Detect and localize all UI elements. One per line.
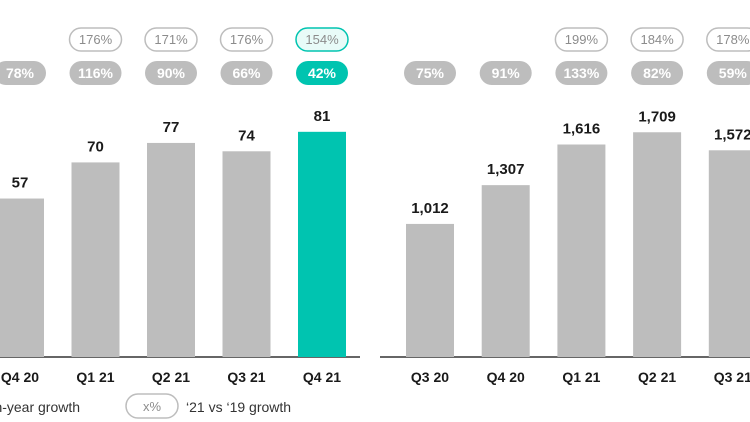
vs19-growth-label: 176% xyxy=(79,32,113,47)
category-tick-label: Q4 21 xyxy=(303,369,341,385)
category-tick-label: Q3 21 xyxy=(714,369,750,385)
yoy-growth-label: 42% xyxy=(308,65,337,81)
legend-vs19-label: ‘21 vs ‘19 growth xyxy=(186,399,291,415)
bar-value-label: 81 xyxy=(314,108,331,125)
vs19-growth-pill xyxy=(554,27,609,52)
bar-value-label: 77 xyxy=(163,119,180,136)
vs19-growth-pill xyxy=(219,27,274,52)
charts: 57 Q4 20 78% 70 Q1 21 116% 176% 77 Q2 21 90% 171% 7… xyxy=(0,27,750,385)
legend-yoy-label: -on-year growth xyxy=(0,399,80,415)
vs19-growth-label: 199% xyxy=(565,32,599,47)
yoy-growth-pill xyxy=(555,61,608,85)
bar xyxy=(0,198,44,357)
vs19-growth-label: 176% xyxy=(230,32,264,47)
yoy-growth-pill xyxy=(220,61,273,85)
yoy-growth-pill xyxy=(479,61,532,85)
bar-value-label: 1,709 xyxy=(638,108,676,125)
yoy-growth-pill xyxy=(69,61,122,85)
vs19-growth-pill xyxy=(295,27,349,52)
bar-value-label: 70 xyxy=(87,138,104,155)
yoy-growth-label: 66% xyxy=(232,65,261,81)
legend-vs19-sample: x% xyxy=(143,399,162,414)
bar xyxy=(481,185,530,357)
bar-value-label: 1,572 xyxy=(714,126,750,143)
bar-value-label: 1,307 xyxy=(487,161,525,178)
bar xyxy=(147,142,195,357)
yoy-growth-pill xyxy=(145,61,197,85)
bar xyxy=(708,150,750,357)
bar xyxy=(222,151,271,357)
vs19-growth-label: 154% xyxy=(305,32,339,47)
yoy-growth-pill xyxy=(404,61,456,85)
chart-panel-2: 1,012 Q3 20 75% 1,307 Q4 20 91% 1,616 Q1 21 133%… xyxy=(380,27,750,385)
yoy-growth-label: 91% xyxy=(492,65,521,81)
yoy-growth-pill xyxy=(0,61,46,85)
category-tick-label: Q1 21 xyxy=(562,369,600,385)
yoy-growth-pill xyxy=(631,61,684,85)
category-tick-label: Q3 20 xyxy=(411,369,449,385)
bar xyxy=(557,144,606,357)
vs19-growth-pill xyxy=(144,27,198,52)
category-tick-label: Q2 21 xyxy=(152,369,190,385)
yoy-growth-label: 116% xyxy=(78,65,114,81)
bar-value-label: 57 xyxy=(12,175,29,192)
yoy-growth-pill xyxy=(296,61,348,85)
yoy-growth-label: 75% xyxy=(416,65,445,81)
yoy-growth-label: 78% xyxy=(6,65,35,81)
bar xyxy=(298,131,346,357)
category-tick-label: Q4 20 xyxy=(1,369,39,385)
yoy-growth-pill xyxy=(706,61,750,85)
yoy-growth-label: 133% xyxy=(563,65,599,81)
vs19-growth-pill xyxy=(630,27,684,52)
bar xyxy=(71,162,120,357)
yoy-growth-label: 59% xyxy=(719,65,748,81)
category-tick-label: Q2 21 xyxy=(638,369,676,385)
chart-panel-1: 57 Q4 20 78% 70 Q1 21 116% 176% 77 Q2 21 90% 171% 7… xyxy=(0,27,360,385)
bar-value-label: 74 xyxy=(238,127,255,144)
bar xyxy=(633,132,682,357)
bar xyxy=(406,223,454,357)
vs19-growth-label: 184% xyxy=(640,32,674,47)
category-tick-label: Q1 21 xyxy=(76,369,114,385)
vs19-growth-pill xyxy=(706,27,750,52)
legend: -on-year growth x% ‘21 vs ‘19 growth xyxy=(0,393,291,419)
category-tick-label: Q4 20 xyxy=(487,369,525,385)
legend-vs19-pill xyxy=(125,393,179,419)
category-tick-label: Q3 21 xyxy=(227,369,265,385)
bar-value-label: 1,012 xyxy=(411,200,449,217)
bar-value-label: 1,616 xyxy=(563,120,601,137)
vs19-growth-label: 171% xyxy=(154,32,188,47)
yoy-growth-label: 82% xyxy=(643,65,672,81)
vs19-growth-label: 178% xyxy=(716,32,750,47)
vs19-growth-pill xyxy=(68,27,123,52)
yoy-growth-label: 90% xyxy=(157,65,186,81)
